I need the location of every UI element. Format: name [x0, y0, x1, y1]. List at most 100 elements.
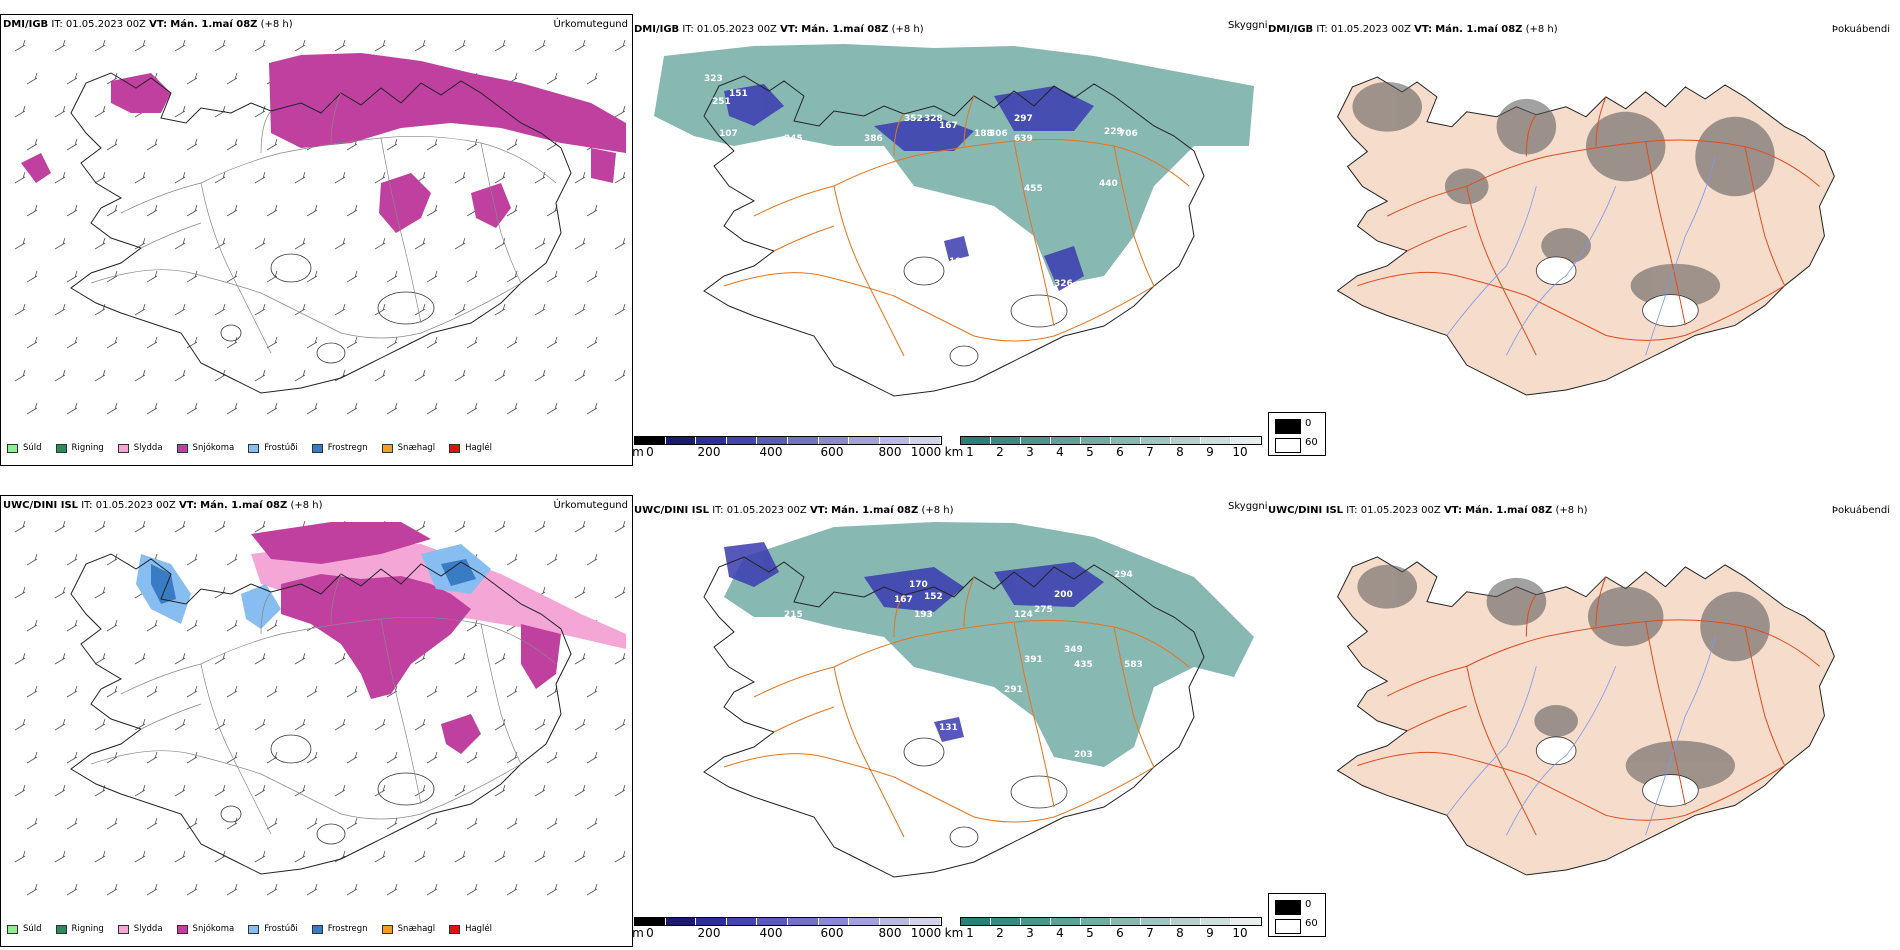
wind-barb [494, 39, 506, 52]
wind-barb [254, 784, 266, 797]
roads [1357, 96, 1820, 356]
wind-barb [574, 303, 586, 316]
roads [90, 92, 557, 354]
wind-barb [466, 270, 478, 283]
legend-item: Slydda [117, 924, 163, 934]
cbar-cell [787, 918, 819, 925]
wind-barb [586, 336, 598, 349]
wind-barb [414, 520, 426, 533]
lead-time: (+8 h) [921, 505, 954, 516]
wind-barb [586, 72, 598, 85]
legend-item: Frostregn [311, 443, 368, 453]
legend-swatch [248, 924, 260, 934]
road-line [1406, 705, 1467, 732]
wind-barb [454, 171, 466, 184]
legend-item: Haglél [449, 443, 492, 453]
wind-barb [334, 718, 346, 731]
legend-item: Snæhagl [381, 924, 435, 934]
ceiling-label: 245 [784, 134, 803, 144]
wind-barb [254, 718, 266, 731]
cbar-cell [665, 437, 697, 444]
wind-barb [14, 520, 26, 533]
wind-barb [106, 553, 118, 566]
cbar-cell [1231, 918, 1261, 925]
road-line [1744, 146, 1786, 286]
wind-barb [546, 270, 558, 283]
wind-barb [226, 751, 238, 764]
wind-barb [574, 586, 586, 599]
legend-item: Rigning [55, 443, 104, 453]
road-line [1406, 225, 1467, 252]
wind-barb [426, 685, 438, 698]
wind-barb [266, 685, 278, 698]
wind-barb [134, 237, 146, 250]
rivers [1446, 636, 1716, 836]
legend-label: Frostregn [327, 443, 368, 453]
wind-barb [26, 138, 38, 151]
wind-barb [214, 369, 226, 382]
wind-barb [214, 652, 226, 665]
wind-barb [254, 303, 266, 316]
ceiling-label: 107 [719, 129, 738, 139]
wind-barb [14, 718, 26, 731]
wind-barb [586, 883, 598, 896]
wind-barb [146, 883, 158, 896]
wind-barb [614, 105, 626, 118]
wind-barb [414, 237, 426, 250]
legend-swatch [55, 443, 67, 453]
low-visibility-areas [724, 522, 1254, 767]
vt-label: VT: [809, 505, 828, 516]
wind-barb [546, 402, 558, 415]
wind-barb [214, 850, 226, 863]
cbar-unit: m [632, 445, 644, 459]
legend-swatch [117, 924, 129, 934]
wind-barb [414, 369, 426, 382]
cbar-cell [1081, 437, 1111, 444]
cbar-tick: 4 [1056, 445, 1064, 459]
it-label: IT: [682, 24, 694, 35]
it-label: IT: [81, 500, 93, 511]
legend-item: Snæhagl [381, 443, 435, 453]
lead-time: (+8 h) [260, 19, 293, 30]
wind-barb [426, 751, 438, 764]
model-name: UWC/DINI ISL [1268, 505, 1344, 516]
iceland-outline [70, 553, 572, 875]
ceiling-label: 349 [1064, 645, 1083, 655]
ceiling-label: 170 [909, 580, 928, 590]
wind-barb [426, 138, 438, 151]
wind-barb [614, 303, 626, 316]
wind-barb [414, 850, 426, 863]
wind-barb [306, 204, 318, 217]
wind-barb [586, 270, 598, 283]
wind-barb [146, 817, 158, 830]
wind-barb [254, 652, 266, 665]
wind-barb [414, 303, 426, 316]
wind-barb [546, 204, 558, 217]
cbar-cell [1021, 918, 1051, 925]
it-value: 01.05.2023 00Z [1360, 505, 1441, 516]
wind-barb [426, 883, 438, 896]
wind-barb [254, 39, 266, 52]
cbar-tick: 200 [697, 445, 721, 459]
roads [1357, 576, 1820, 836]
wind-barb [506, 751, 518, 764]
roads [723, 95, 1190, 357]
legend-label: Rigning [71, 924, 104, 934]
wind-barb [174, 784, 186, 797]
wind-barb [266, 883, 278, 896]
freezing-rain-areas [151, 559, 476, 604]
wind-barb [426, 204, 438, 217]
legend-label: Súld [23, 443, 42, 453]
precip-map [14, 39, 626, 415]
legend-item: Snjókoma [176, 924, 234, 934]
cbar-tick: 6 [1116, 445, 1124, 459]
wind-barb [226, 817, 238, 830]
wind-barb [506, 204, 518, 217]
fog-map [1336, 556, 1835, 876]
legend-label: Slydda [133, 924, 163, 934]
wind-barb [414, 652, 426, 665]
ceiling-label: 275 [1034, 605, 1053, 615]
wind-barb [134, 850, 146, 863]
